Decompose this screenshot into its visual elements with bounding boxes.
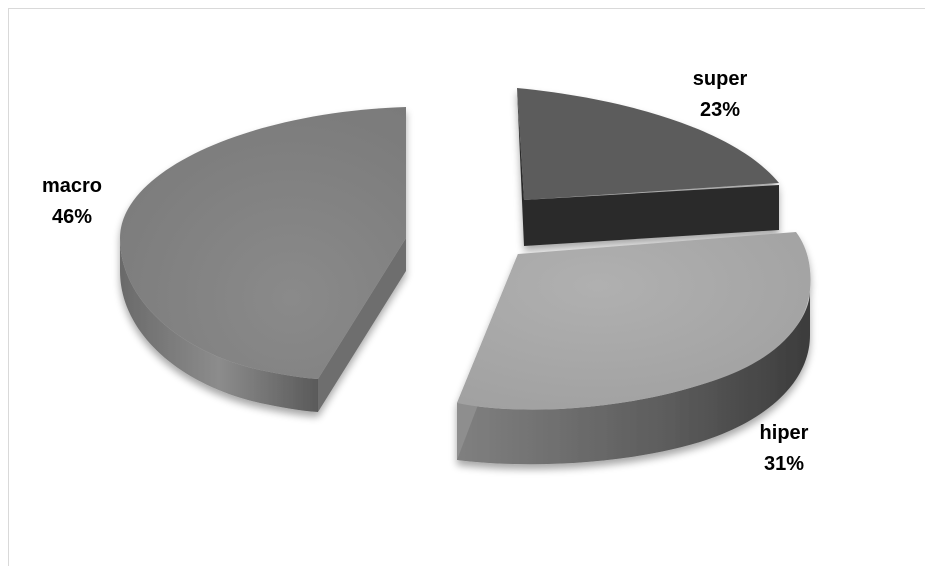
pie-slice-hiper-top: [457, 232, 811, 410]
data-label-macro-percent: 46%: [52, 206, 92, 228]
pie-slice-hiper-side: [457, 290, 810, 465]
data-label-hiper: hiper 31%: [760, 422, 809, 475]
data-label-super-percent: 23%: [700, 99, 740, 121]
data-label-macro-name: macro: [42, 175, 102, 197]
data-label-super: super 23%: [693, 68, 748, 121]
chart-frame: [8, 8, 925, 566]
pie-slice-macro: [120, 107, 406, 412]
pie-slice-super-side: [517, 88, 779, 246]
data-label-hiper-name: hiper: [760, 422, 809, 444]
pie-slice-macro-side: [120, 238, 318, 412]
pie-slice-macro-top: [120, 107, 406, 379]
data-label-super-name: super: [693, 68, 748, 90]
data-label-macro: macro 46%: [42, 175, 102, 228]
pie-slice-macro-cut: [318, 107, 406, 412]
data-label-hiper-percent: 31%: [764, 453, 804, 475]
pie-slice-super: [517, 88, 779, 246]
pie-slice-super-top: [517, 88, 779, 200]
pie-slice-hiper: [457, 232, 811, 465]
